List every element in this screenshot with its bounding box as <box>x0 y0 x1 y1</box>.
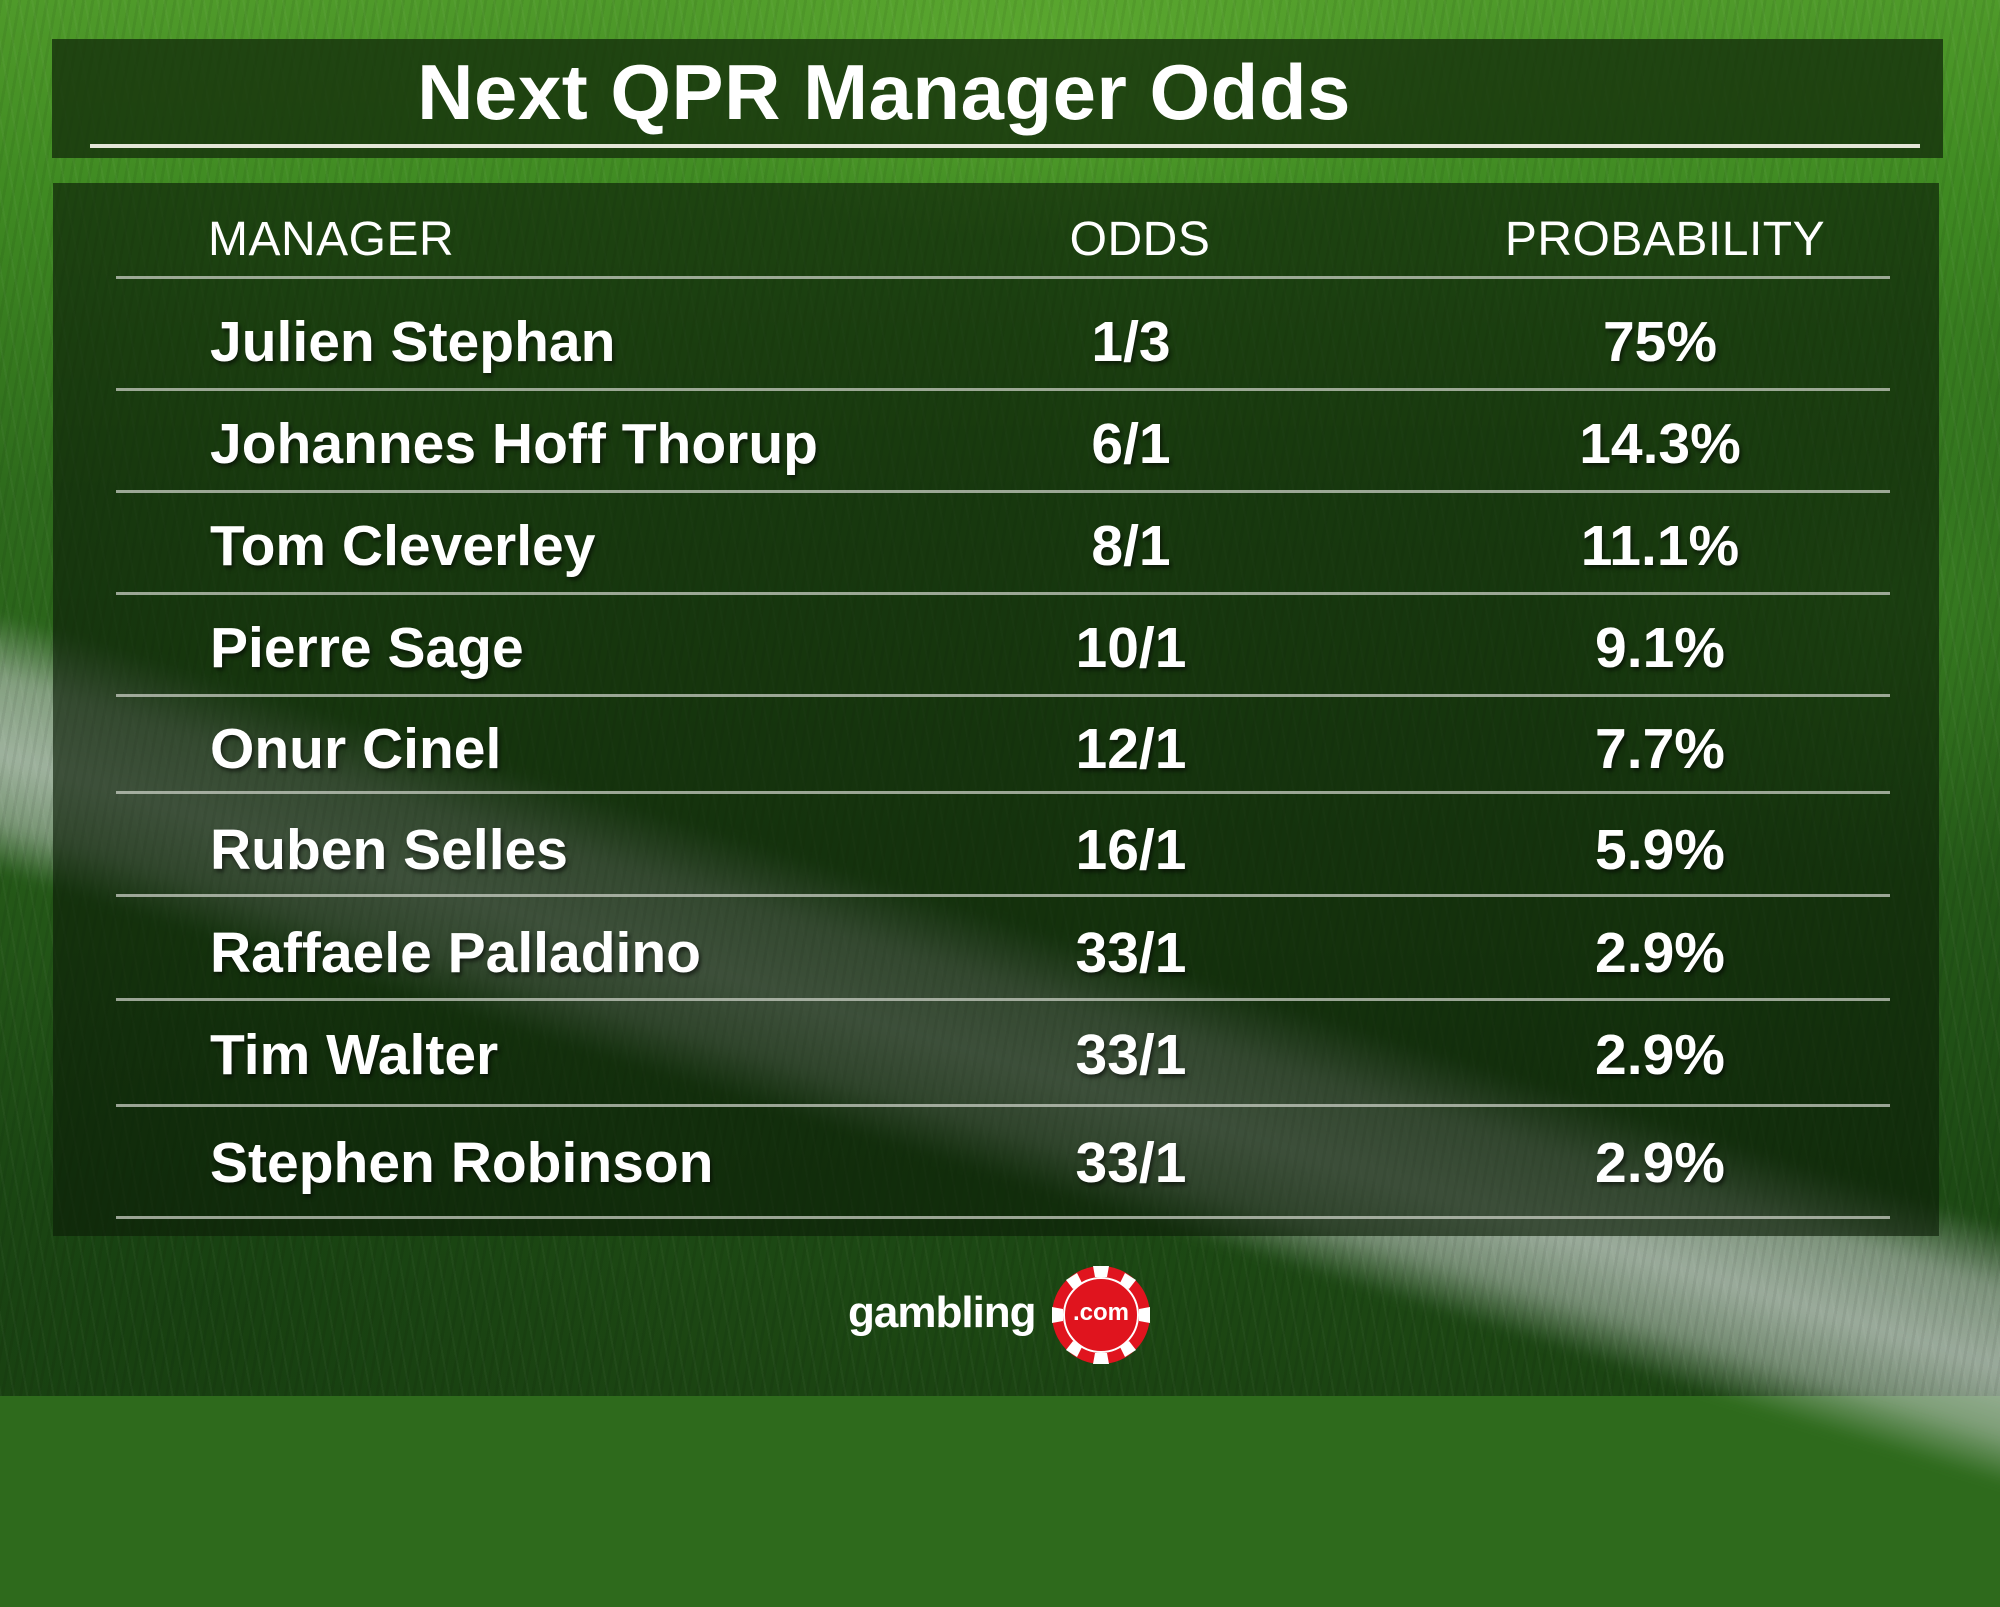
probability-value: 2.9% <box>1595 921 1725 985</box>
odds-value: 33/1 <box>1075 921 1187 985</box>
manager-name: Onur Cinel <box>210 717 502 781</box>
manager-name: Raffaele Palladino <box>210 921 701 985</box>
gambling-com-logo: gambling .com <box>848 1265 1158 1369</box>
probability-value: 2.9% <box>1595 1023 1725 1087</box>
probability-value: 9.1% <box>1595 616 1725 680</box>
logo-dotcom: .com <box>1072 1299 1129 1326</box>
row-divider <box>116 694 1890 697</box>
row-divider <box>116 791 1890 794</box>
row-divider <box>116 388 1890 391</box>
manager-name: Tom Cleverley <box>210 514 596 578</box>
probability-value: 14.3% <box>1579 412 1741 476</box>
odds-value: 6/1 <box>1091 412 1171 476</box>
odds-value: 8/1 <box>1091 514 1171 578</box>
header-divider <box>116 276 1890 279</box>
probability-value: 5.9% <box>1595 818 1725 882</box>
manager-name: Ruben Selles <box>210 818 568 882</box>
odds-value: 33/1 <box>1075 1131 1187 1195</box>
odds-value: 16/1 <box>1075 818 1187 882</box>
logo-wordmark: gambling <box>848 1288 1037 1337</box>
odds-value: 10/1 <box>1075 616 1187 680</box>
manager-name: Julien Stephan <box>210 310 616 374</box>
title-panel <box>52 39 1943 158</box>
row-divider <box>116 894 1890 897</box>
odds-value: 12/1 <box>1075 717 1187 781</box>
row-divider <box>116 490 1890 493</box>
column-header-manager: MANAGER <box>208 213 455 266</box>
probability-value: 11.1% <box>1580 514 1740 578</box>
manager-name: Tim Walter <box>210 1023 499 1087</box>
row-divider <box>116 1104 1890 1107</box>
row-divider <box>116 998 1890 1001</box>
probability-value: 2.9% <box>1595 1131 1725 1195</box>
odds-value: 33/1 <box>1075 1023 1187 1087</box>
title-divider <box>90 144 1920 148</box>
manager-name: Johannes Hoff Thorup <box>210 412 818 476</box>
odds-table-panel <box>53 183 1939 1236</box>
probability-value: 7.7% <box>1595 717 1725 781</box>
page-title: Next QPR Manager Odds <box>417 48 1351 136</box>
poker-chip-icon <box>1052 1266 1150 1364</box>
column-header-odds: ODDS <box>1069 213 1211 266</box>
row-divider <box>116 1216 1890 1219</box>
manager-name: Stephen Robinson <box>210 1131 714 1195</box>
column-header-probability: PROBABILITY <box>1504 213 1826 266</box>
row-divider <box>116 592 1890 595</box>
odds-value: 1/3 <box>1091 310 1171 374</box>
manager-name: Pierre Sage <box>210 616 524 680</box>
probability-value: 75% <box>1602 310 1718 374</box>
